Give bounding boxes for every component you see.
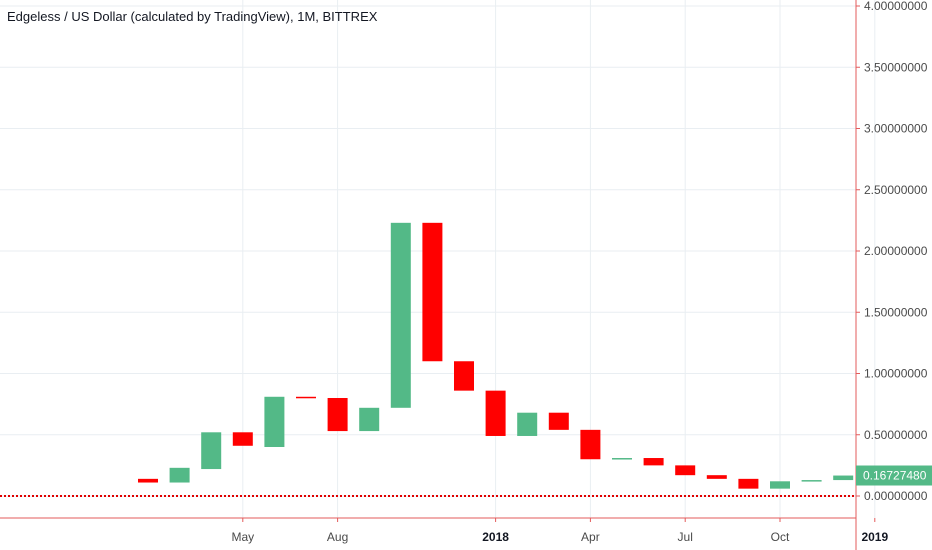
- candle-2018-09[interactable]: [706, 475, 727, 479]
- candle-2017-06[interactable]: [232, 432, 253, 446]
- axis-layer: [0, 0, 876, 550]
- y-tick-label: 4.00000000: [864, 0, 928, 13]
- y-tick-label: 1.00000000: [864, 367, 928, 381]
- candle-2017-09[interactable]: [327, 398, 348, 432]
- y-axis-labels: 4.00000000 3.50000000 3.00000000 2.50000000…: [864, 0, 928, 503]
- candle-2018-07[interactable]: [643, 458, 664, 466]
- candle-2018-08[interactable]: [675, 465, 696, 476]
- x-tick-label: Aug: [327, 530, 348, 544]
- x-tick-label: May: [231, 530, 254, 544]
- y-tick-label: 1.50000000: [864, 305, 928, 319]
- candle-2018-03[interactable]: [517, 412, 538, 436]
- x-tick-label: 2018: [482, 530, 509, 544]
- x-tick-label: Oct: [771, 530, 790, 544]
- candle-2018-04[interactable]: [548, 412, 569, 430]
- candle-2018-05[interactable]: [580, 429, 601, 460]
- candle-2017-08[interactable]: [296, 396, 316, 399]
- last-price-label: 0.16727480: [863, 469, 927, 483]
- candle-2017-03[interactable]: [138, 478, 158, 483]
- y-tick-label: 3.00000000: [864, 122, 928, 136]
- x-tick-label: Jul: [678, 530, 693, 544]
- candle-2018-10[interactable]: [738, 478, 759, 489]
- candle-2017-07[interactable]: [264, 396, 285, 447]
- x-tick-label: Apr: [581, 530, 600, 544]
- candle-2017-11[interactable]: [390, 222, 411, 408]
- x-tick-label: 2019: [861, 530, 888, 544]
- candle-2018-12[interactable]: [801, 480, 822, 482]
- y-tick-label: 0.00000000: [864, 489, 928, 503]
- candle-2018-01[interactable]: [454, 361, 474, 391]
- x-axis-labels: May Aug 2018 Apr Jul Oct 2019: [231, 530, 888, 544]
- candle-2018-11[interactable]: [770, 481, 790, 489]
- y-tick-label: 0.50000000: [864, 428, 928, 442]
- candle-2018-02[interactable]: [485, 390, 506, 436]
- y-tick-label: 2.50000000: [864, 183, 928, 197]
- y-tick-label: 2.00000000: [864, 244, 928, 258]
- candle-2017-10[interactable]: [359, 407, 380, 432]
- candle-2019-01[interactable]: [833, 475, 854, 481]
- chart-title: Edgeless / US Dollar (calculated by Trad…: [7, 9, 378, 24]
- y-tick-label: 3.50000000: [864, 60, 928, 74]
- candle-layer[interactable]: [138, 222, 854, 489]
- last-price-badge: [856, 465, 932, 486]
- candle-2017-12[interactable]: [422, 222, 443, 362]
- candle-2017-04[interactable]: [169, 467, 190, 483]
- last-price-marker: 0.16727480: [856, 465, 932, 486]
- candle-2018-06[interactable]: [612, 458, 632, 460]
- candle-2017-05[interactable]: [201, 432, 222, 470]
